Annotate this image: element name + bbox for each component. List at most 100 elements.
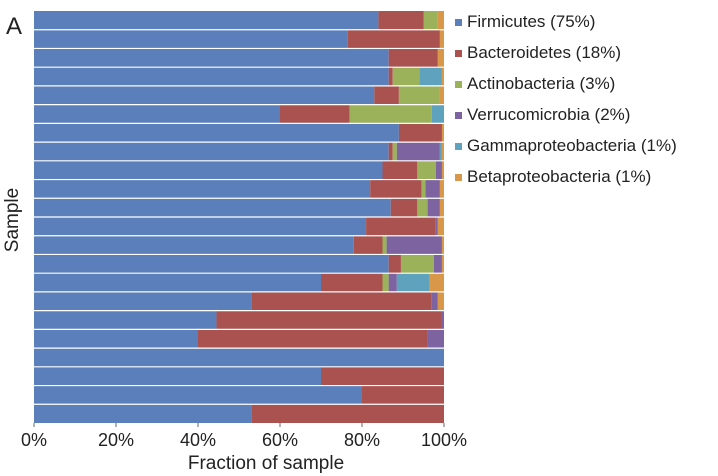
bar-segment-7-6 [441,123,444,143]
x-tick-label: 100% [421,430,467,450]
legend-swatch [455,50,462,57]
bar-segment-6-5 [431,104,444,124]
x-tick-label: 20% [98,430,134,450]
x-tick-label: 60% [262,430,298,450]
bar-segment-8-4 [396,142,440,161]
bar-segment-7-1 [34,123,399,143]
bar-segment-8-6 [441,142,444,161]
x-axis-label: Fraction of sample [188,453,344,474]
bar-segment-11-1 [34,198,391,217]
bar-segment-3-1 [34,48,389,68]
bar-segment-22-2 [251,404,444,423]
x-tick-label: 40% [180,430,216,450]
bar-segment-4-3 [392,67,420,86]
bar-segment-11-6 [439,198,444,217]
bar-segment-13-2 [353,235,383,255]
bar-segment-9-3 [417,160,436,180]
bar-segment-11-2 [390,198,418,217]
bar-segment-12-4 [435,217,438,236]
bar-segment-18-4 [427,329,444,349]
x-tick-label: 0% [21,430,47,450]
bar-segment-20-2 [321,366,444,386]
bar-segment-9-6 [441,160,444,180]
bar-segment-6-2 [280,104,350,124]
bar-segment-11-3 [417,198,428,217]
bar-segment-8-1 [34,142,389,161]
bar-segment-15-5 [396,273,430,292]
bar-segment-9-2 [382,160,418,180]
bar-segment-15-3 [382,273,389,292]
bar-segment-14-6 [441,254,444,274]
legend-label: Betaproteobacteria (1%) [467,167,651,186]
legend-swatch [455,81,462,88]
bar-segment-7-2 [398,123,442,143]
bar-segment-9-4 [435,160,442,180]
y-axis-label: Sample [2,188,23,252]
bar-segment-15-2 [321,273,383,292]
bar-segment-16-2 [251,291,432,311]
bar-segment-3-2 [388,48,438,68]
bar-segment-13-6 [441,235,444,255]
bar-segment-4-6 [441,67,444,86]
bar-segment-10-4 [425,179,440,199]
x-axis: 0% 20% 40% 60% 80% 100% [21,423,467,450]
bar-segment-15-1 [34,273,321,292]
bar-segment-14-1 [34,254,389,274]
bar-segment-3-6 [437,48,444,68]
legend-label: Actinobacteria (3%) [467,74,615,93]
bar-segment-8-5 [439,142,442,161]
bar-segment-13-4 [386,235,442,255]
legend-swatch [455,143,462,150]
bar-segment-15-4 [388,273,397,292]
bar-segment-10-3 [421,179,426,199]
legend-swatch [455,174,462,181]
bar-segment-10-1 [34,179,371,199]
bar-segment-4-5 [419,67,442,86]
bar-segment-12-2 [366,217,436,236]
legend-label: Verrucomicrobia (2%) [467,105,630,124]
bar-segment-1-3 [423,11,438,30]
panel-letter: A [6,13,22,40]
bar-segment-18-2 [198,329,428,349]
legend-swatch [455,112,462,119]
bar-segment-8-2 [388,142,393,161]
bar-segment-5-2 [374,85,399,105]
bar-segment-14-3 [400,254,434,274]
legend-label: Firmicutes (75%) [467,12,595,31]
bar-segment-12-6 [437,217,444,236]
bar-segment-15-6 [429,273,444,292]
bar-segment-6-3 [349,104,432,124]
bar-segment-14-4 [433,254,442,274]
bars-group [34,11,444,423]
bar-segment-5-1 [34,85,375,105]
bar-segment-16-1 [34,291,252,311]
legend-label: Gammaproteobacteria (1%) [467,136,677,155]
bar-segment-1-1 [34,11,379,30]
bar-segment-9-1 [34,160,383,180]
bar-segment-5-6 [439,85,444,105]
bar-segment-2-2 [347,29,440,49]
bar-segment-17-1 [34,310,217,330]
bar-segment-11-4 [427,198,440,217]
bar-segment-8-3 [392,142,397,161]
bar-segment-13-1 [34,235,354,255]
bar-segment-10-6 [439,179,444,199]
bar-segment-5-3 [398,85,440,105]
bar-segment-12-1 [34,217,367,236]
bar-segment-16-4 [431,291,438,311]
legend-swatch [455,19,462,26]
bar-segment-20-1 [34,366,321,386]
legend-label: Bacteroidetes (18%) [467,43,621,62]
bar-segment-17-2 [216,310,442,330]
bar-segment-2-6 [439,29,444,49]
bar-segment-14-2 [388,254,401,274]
x-tick-label: 80% [344,430,380,450]
bar-segment-4-2 [388,67,393,86]
bar-segment-22-1 [34,404,252,423]
legend: Firmicutes (75%) Bacteroidetes (18%) Actin… [455,12,677,186]
bar-segment-10-2 [370,179,422,199]
bar-segment-1-6 [437,11,444,30]
bar-segment-18-1 [34,329,198,349]
bar-segment-1-2 [378,11,424,30]
